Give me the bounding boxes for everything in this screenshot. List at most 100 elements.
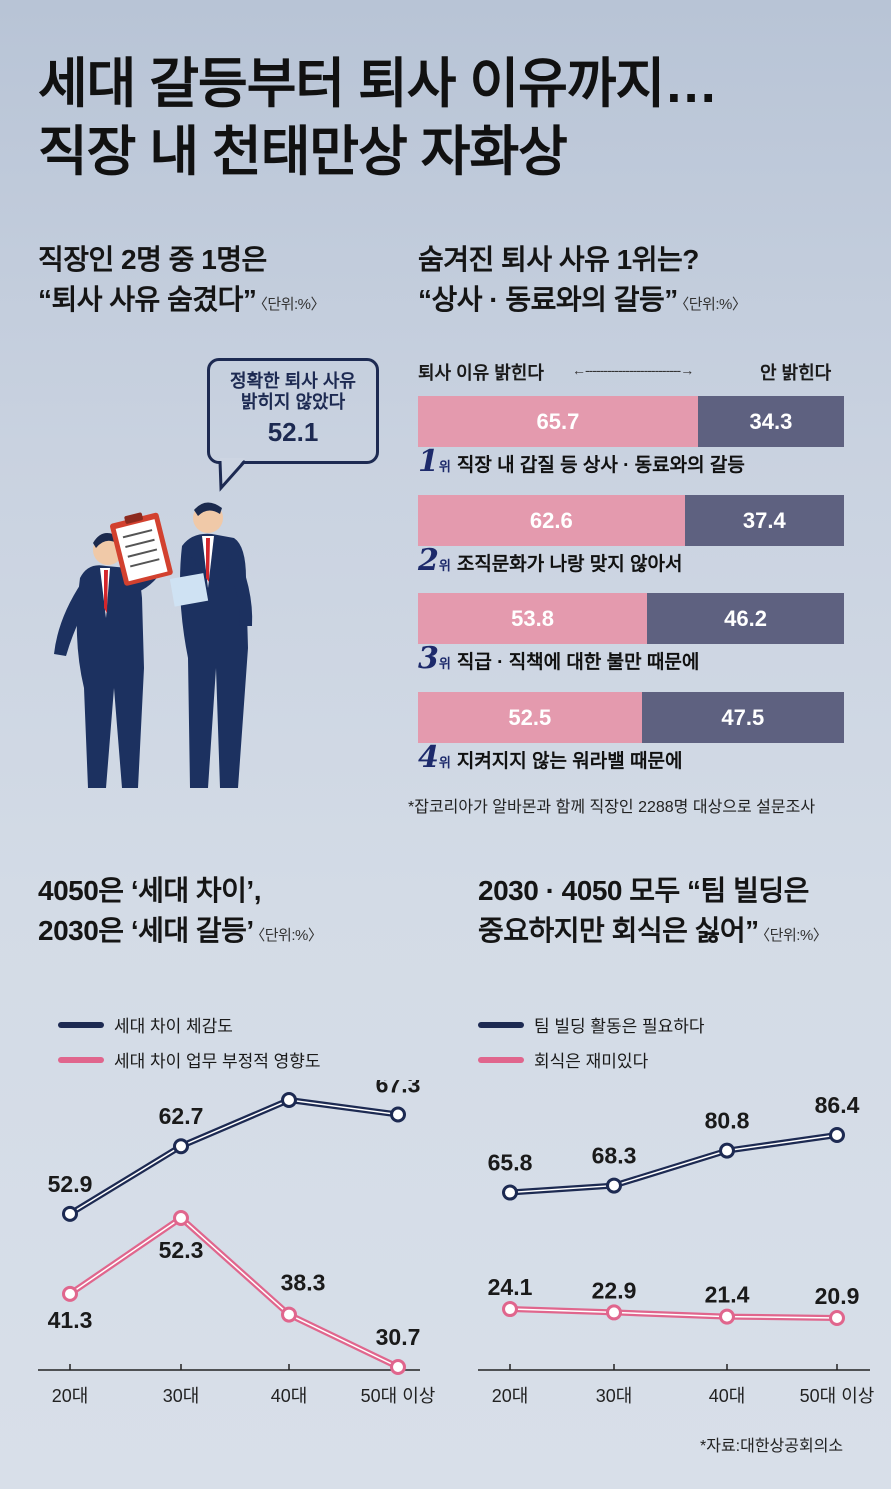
- data-point: [719, 1142, 735, 1159]
- section4-heading-line2: 중요하지만 회식은 싫어” 〈단위:%〉: [478, 911, 828, 956]
- data-point: [173, 1209, 189, 1226]
- rank-suffix: 위: [438, 656, 451, 671]
- legend-item: 팀 빌딩 활동은 필요하다: [478, 1012, 705, 1037]
- data-label: 30.7: [376, 1324, 421, 1350]
- bubble-value: 52.1: [267, 417, 319, 447]
- bar-hidden: 34.3: [697, 396, 844, 447]
- section2-heading-line2: “상사 · 동료와의 갈등” 〈단위:%〉: [418, 280, 747, 325]
- data-point: [62, 1205, 78, 1222]
- legend-item: 세대 차이 체감도: [58, 1012, 321, 1037]
- section3-heading: 4050은 ‘세대 차이’, 2030은 ‘세대 갈등’ 〈단위:%〉: [38, 871, 323, 956]
- rank-label: 1위 직장 내 갑질 등 상사 · 동료와의 갈등: [418, 444, 745, 479]
- speech-bubble: 정확한 퇴사 사유 밝히지 않았다 52.1: [207, 358, 379, 464]
- bar-left-label: 퇴사 이유 밝힌다: [418, 363, 544, 383]
- data-point: [829, 1310, 845, 1326]
- bubble-text: 정확한 퇴사 사유 밝히지 않았다: [210, 371, 376, 413]
- rank-number: 4: [418, 740, 439, 775]
- series-line-highlight: [509, 1134, 838, 1194]
- data-point: [62, 1285, 78, 1302]
- data-point: [390, 1106, 406, 1123]
- legend-label: 세대 차이 업무 부정적 영향도: [114, 1052, 321, 1071]
- data-point: [281, 1306, 297, 1323]
- bar-revealed: 65.7: [418, 396, 698, 447]
- data-label: 62.7: [159, 1103, 204, 1129]
- rank-suffix: 위: [438, 755, 451, 770]
- speech-bubble-tail: [218, 458, 247, 492]
- data-label: 22.9: [592, 1277, 637, 1303]
- series-line-highlight: [69, 1099, 399, 1215]
- bar-hidden: 37.4: [684, 495, 844, 546]
- bubble-line-1: 정확한 퇴사 사유: [230, 371, 356, 391]
- rank-reason: 지켜지지 않는 워라밸 때문에: [456, 751, 683, 772]
- x-tick-label: 50대 이상: [800, 1386, 875, 1406]
- bubble-line-2: 밝히지 않았다: [240, 392, 346, 412]
- data-label: 65.8: [488, 1150, 533, 1176]
- series-line: [68, 1214, 400, 1370]
- legend-swatch: [58, 1056, 104, 1063]
- section1-unit: 〈단위:%〉: [260, 296, 325, 313]
- x-tick-label: 50대 이상: [361, 1386, 436, 1406]
- rank-reason: 직장 내 갑질 등 상사 · 동료와의 갈등: [456, 455, 745, 476]
- data-label: 80.8: [705, 1108, 750, 1134]
- rank-label: 2위 조직문화가 나랑 맞지 않아서: [418, 543, 682, 578]
- section4-unit: 〈단위:%〉: [762, 927, 828, 944]
- bar-hidden: 46.2: [647, 593, 844, 644]
- team-building-line-chart: 20대 30대 40대 50대 이상 65.8 68.3 80.8 86.4 24.1 22.9 2…: [478, 1092, 875, 1406]
- bar-revealed: 62.6: [418, 495, 685, 546]
- section3-heading-line2: 2030은 ‘세대 갈등’ 〈단위:%〉: [38, 911, 323, 956]
- x-tick-label: 40대: [271, 1386, 308, 1406]
- section1-heading-line1: 직장인 2명 중 1명은: [38, 244, 267, 275]
- data-point: [606, 1304, 622, 1321]
- section2-heading: 숨겨진 퇴사 사유 1위는? “상사 · 동료와의 갈등” 〈단위:%〉: [418, 240, 747, 325]
- data-point: [829, 1127, 845, 1143]
- series-line: [68, 1096, 399, 1217]
- data-label: 20.9: [815, 1283, 860, 1309]
- section2-unit: 〈단위:%〉: [681, 296, 747, 313]
- data-point: [502, 1184, 518, 1201]
- rank-label: 3위 직급 · 직책에 대한 불만 때문에: [418, 641, 699, 676]
- right-businessman-figure: [169, 502, 253, 788]
- data-label: 38.3: [281, 1270, 326, 1296]
- rank-reason: 조직문화가 나랑 맞지 않아서: [456, 554, 683, 575]
- data-label: 41.3: [48, 1307, 93, 1333]
- series-line-highlight: [509, 1308, 838, 1319]
- bar-revealed: 53.8: [418, 593, 648, 644]
- data-label: 67.3: [376, 1080, 421, 1097]
- data-point: [390, 1359, 406, 1375]
- title-line-1: 세대 갈등부터 퇴사 이유까지…: [38, 54, 718, 114]
- clipboard-icon: [110, 512, 173, 586]
- data-label: 86.4: [815, 1092, 860, 1118]
- section2-heading-quote: “상사 · 동료와의 갈등”: [418, 284, 678, 315]
- data-label: 68.3: [592, 1143, 637, 1169]
- section3-heading-line1: 4050은 ‘세대 차이’,: [38, 875, 262, 906]
- rank-number: 1: [418, 444, 439, 479]
- x-tick-label: 40대: [709, 1386, 746, 1406]
- legend-swatch: [478, 1056, 524, 1063]
- data-point: [719, 1308, 735, 1325]
- legend-swatch: [478, 1021, 524, 1028]
- bar-arrow: ←--------------------------→: [572, 362, 694, 378]
- generation-gap-line-chart: 20대 30대 40대 50대 이상 52.9 62.7 69.4 67.3 41.3 52.3 3…: [38, 1080, 436, 1406]
- section1-heading-quote: “퇴사 사유 숨겼다”: [38, 284, 257, 315]
- businessmen-illustration: [54, 502, 253, 788]
- bar-hidden: 47.5: [641, 692, 844, 743]
- data-point: [173, 1138, 189, 1155]
- section4-heading-quote: 중요하지만 회식은 싫어”: [478, 915, 759, 946]
- data-label: 24.1: [488, 1274, 533, 1300]
- legend-label: 회식은 재미있다: [534, 1052, 649, 1071]
- rank-reason: 직급 · 직책에 대한 불만 때문에: [456, 652, 700, 673]
- source-note: *자료:대한상공회의소: [700, 1438, 844, 1455]
- x-tick-label: 20대: [52, 1386, 89, 1406]
- data-point: [502, 1301, 518, 1318]
- section4-heading: 2030 · 4050 모두 “팀 빌딩은 중요하지만 회식은 싫어” 〈단위:%…: [478, 871, 828, 956]
- title-line-2: 직장 내 천태만상 자화상: [38, 122, 568, 182]
- bar-row-2: 62.6 37.4: [418, 495, 844, 546]
- section3-heading-quote: 2030은 ‘세대 갈등’: [38, 915, 254, 946]
- legend-label: 팀 빌딩 활동은 필요하다: [534, 1017, 705, 1036]
- bar-row-4: 52.5 47.5: [418, 692, 844, 743]
- data-label: 69.4: [267, 1080, 312, 1083]
- legend-item: 회식은 재미있다: [478, 1047, 705, 1072]
- series-line-highlight: [69, 1217, 399, 1368]
- rank-number: 2: [418, 543, 439, 578]
- legend-item: 세대 차이 업무 부정적 영향도: [58, 1047, 321, 1072]
